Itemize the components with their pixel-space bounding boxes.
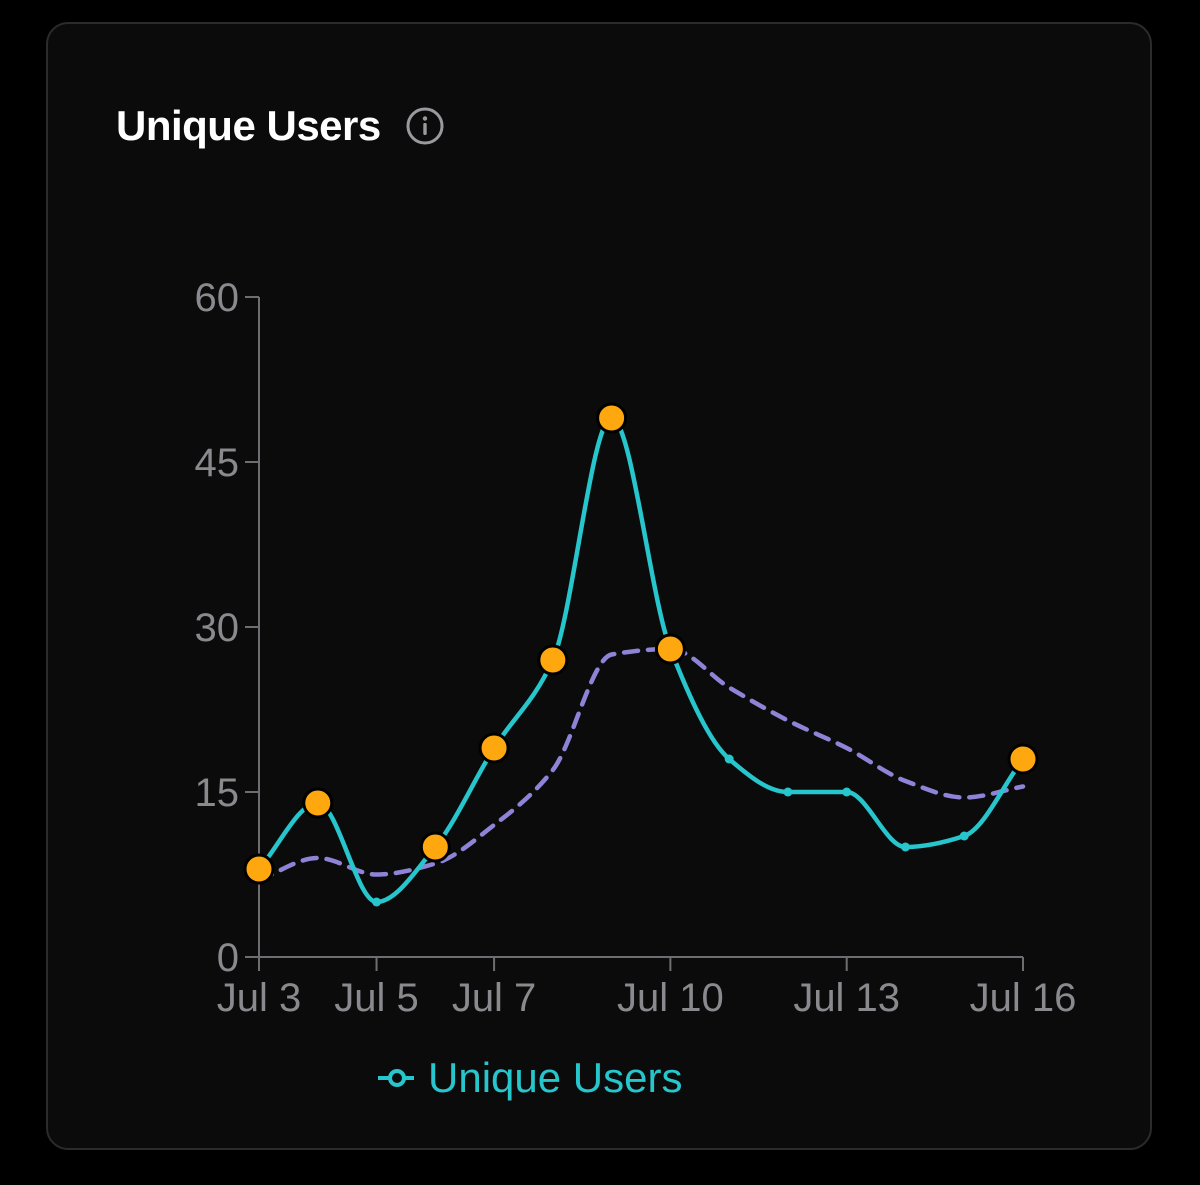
highlight-point	[243, 853, 275, 885]
card-header: Unique Users	[116, 102, 445, 150]
y-tick-label: 15	[195, 771, 240, 815]
chart-points	[243, 402, 1039, 907]
info-circle-icon[interactable]	[405, 106, 445, 146]
chart-lines	[256, 415, 1026, 905]
highlight-point	[596, 402, 628, 434]
data-point	[959, 831, 969, 841]
data-point	[900, 842, 910, 852]
highlight-point	[478, 732, 510, 764]
highlight-point	[1007, 743, 1039, 775]
y-tick-label: 0	[217, 936, 239, 980]
y-tick-label: 45	[195, 441, 240, 485]
highlight-point	[302, 787, 334, 819]
y-tick-label: 60	[195, 276, 240, 320]
x-tick-label: Jul 10	[617, 976, 724, 1020]
card-title: Unique Users	[116, 102, 381, 149]
data-point	[372, 897, 382, 907]
x-tick-label: Jul 3	[217, 976, 302, 1020]
data-point	[842, 787, 852, 797]
data-point	[783, 787, 793, 797]
x-tick-label: Jul 16	[970, 976, 1077, 1020]
x-tick-label: Jul 5	[334, 976, 419, 1020]
highlight-point	[654, 633, 686, 665]
chart-ticks: 0 15 30 45 60 Jul 3 Jul 5 Jul 7 Jul 10 Jul 13 Jul …	[195, 276, 1077, 1020]
data-point	[724, 754, 734, 764]
highlight-point	[419, 831, 451, 863]
highlight-point	[537, 644, 569, 676]
x-tick-label: Jul 13	[793, 976, 900, 1020]
chart-legend[interactable]: Unique Users	[378, 1054, 682, 1101]
x-tick-label: Jul 7	[452, 976, 537, 1020]
trend-line	[256, 646, 1026, 883]
legend-label: Unique Users	[428, 1054, 682, 1101]
chart-axes	[258, 297, 1023, 958]
chart-card: Unique Users	[46, 22, 1152, 1150]
unique-users-line	[257, 415, 1025, 905]
legend-marker-icon	[388, 1069, 406, 1087]
y-tick-label: 30	[195, 606, 240, 650]
